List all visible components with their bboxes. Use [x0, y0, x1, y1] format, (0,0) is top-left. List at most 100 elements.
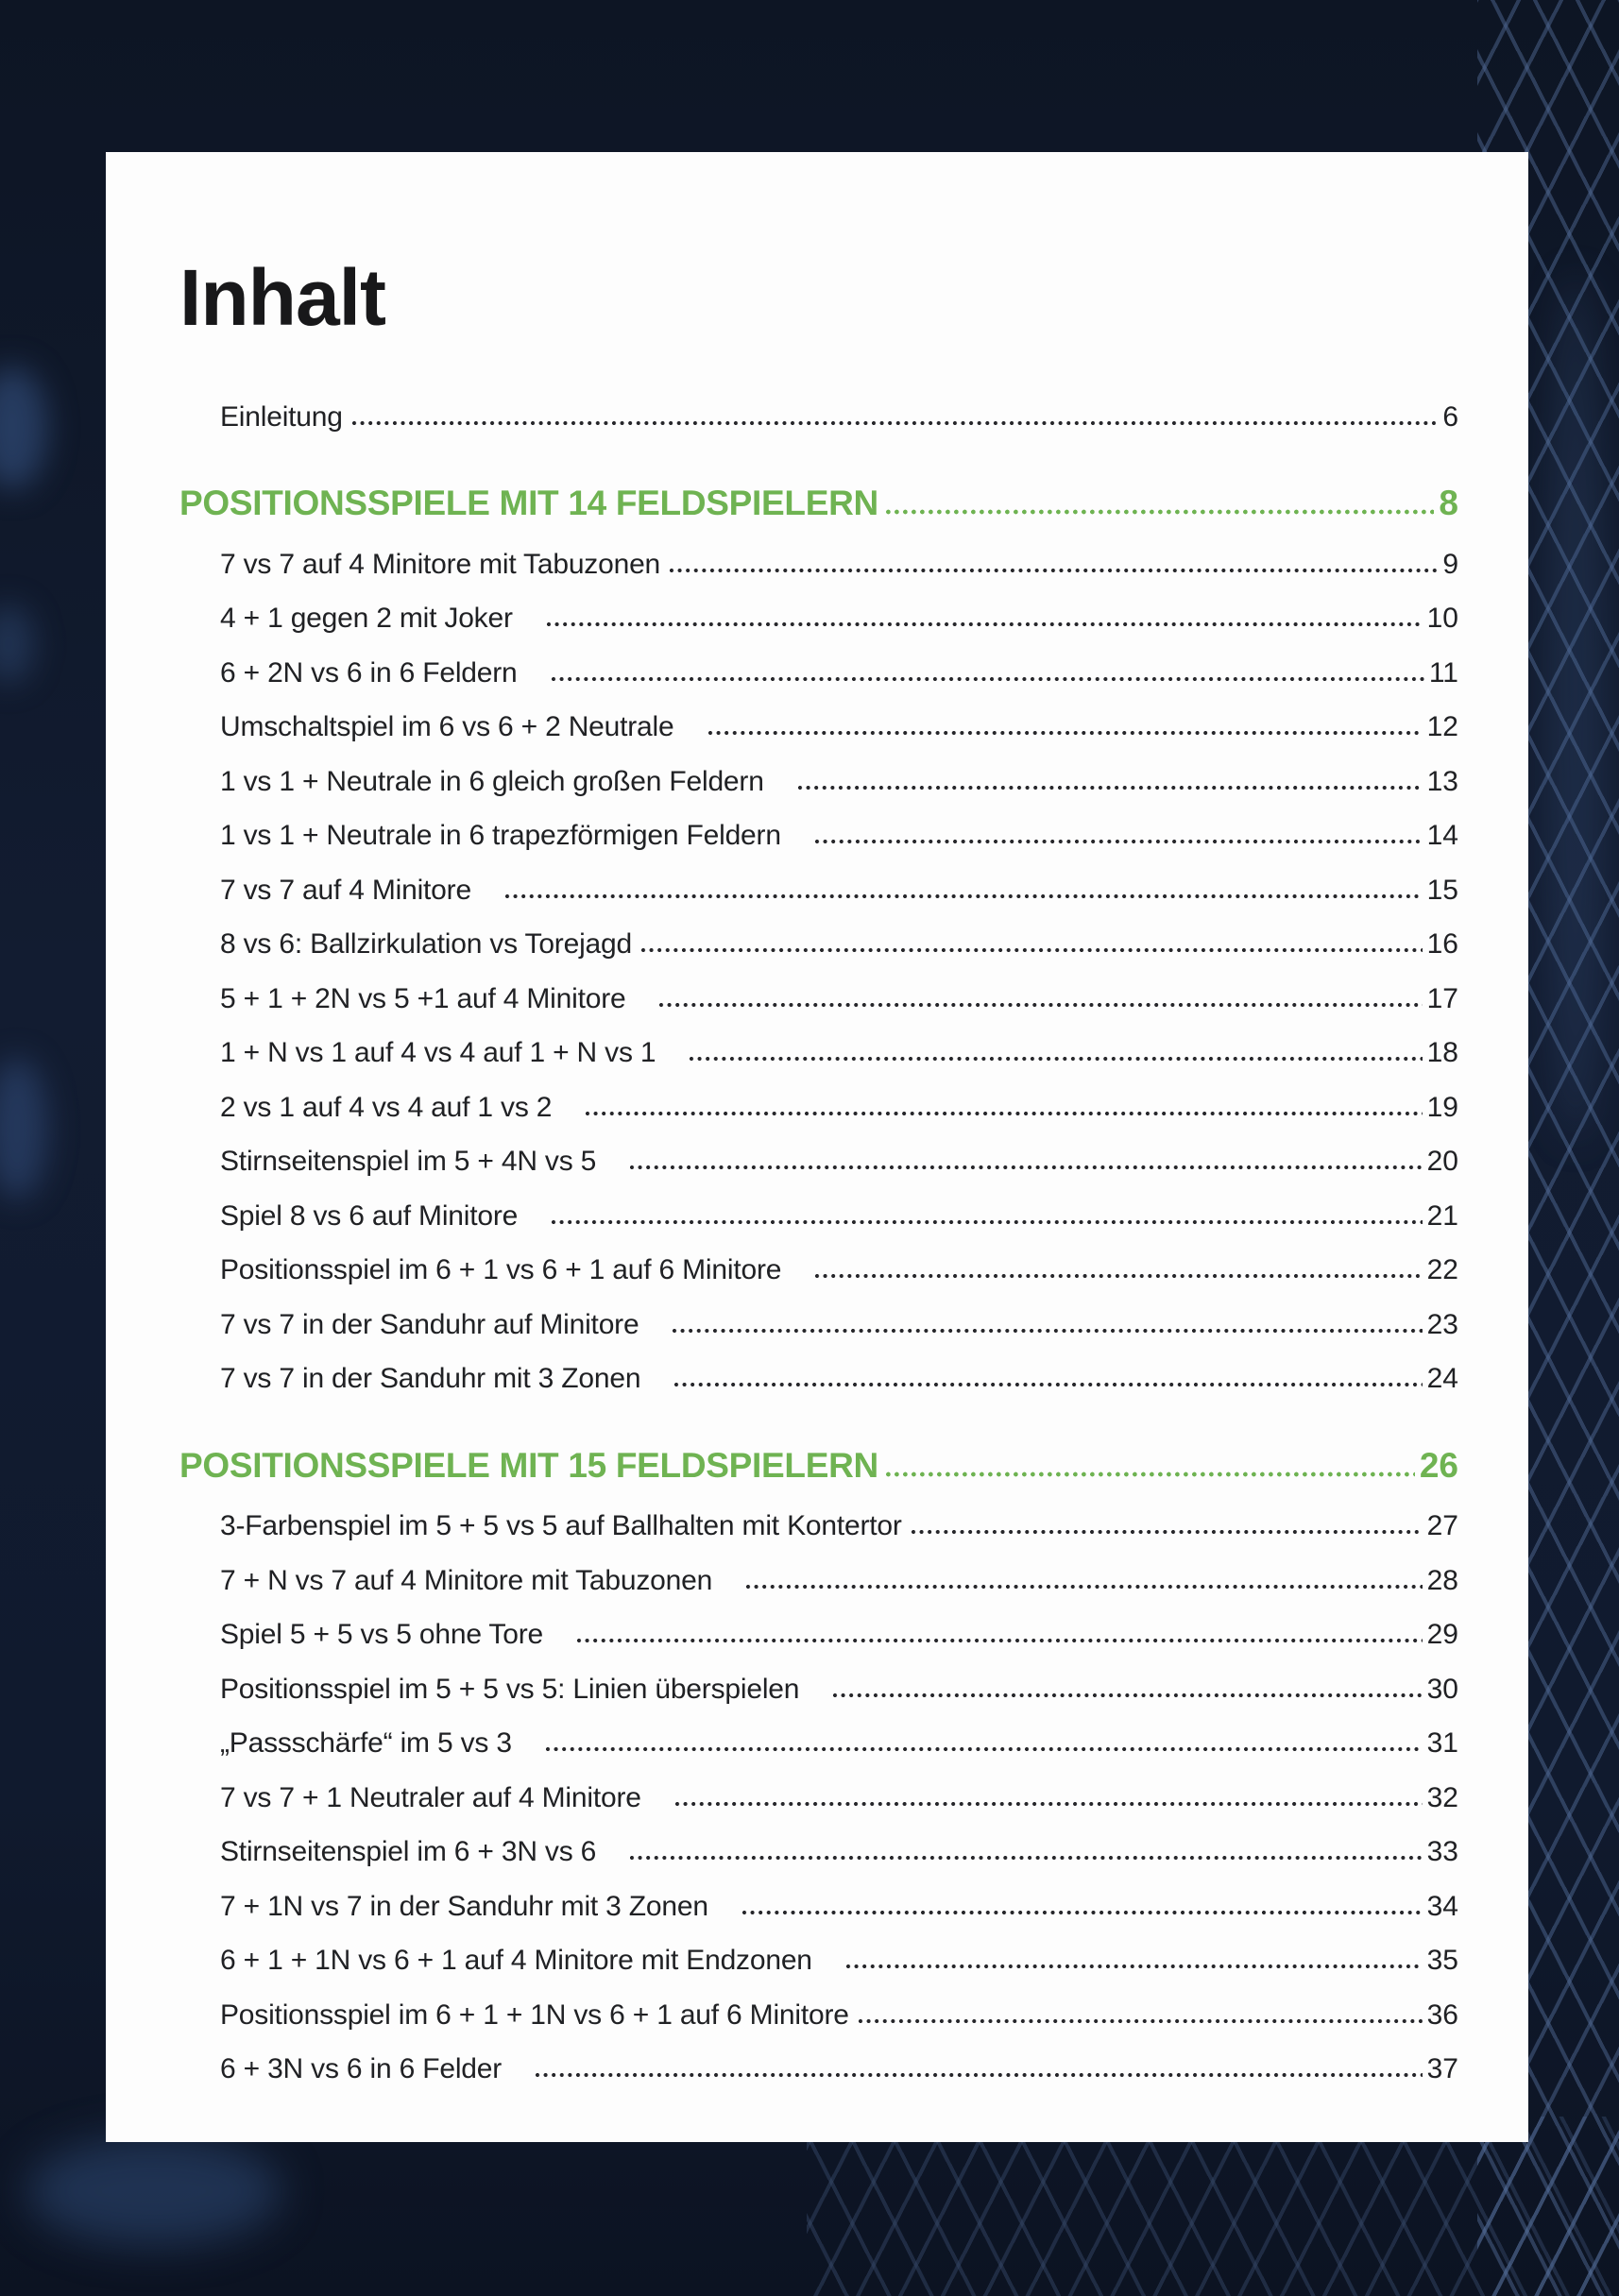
- toc-entry[interactable]: Positionsspiel im 6 + 1 + 1N vs 6 + 1 au…: [179, 1977, 1458, 2032]
- dot-leader: [351, 418, 1439, 427]
- toc-entry[interactable]: 7 vs 7 + 1 Neutraler auf 4 Minitore 32: [179, 1760, 1458, 1814]
- toc-entry-label: 7 vs 7 in der Sanduhr auf Minitore: [220, 1308, 639, 1340]
- page-number: 30: [1426, 1673, 1458, 1705]
- toc-entry[interactable]: 1 vs 1 + Neutrale in 6 trapezförmigen Fe…: [179, 798, 1458, 853]
- background-light-smudge: [26, 2136, 281, 2246]
- page-number: 15: [1426, 874, 1458, 906]
- toc-entry[interactable]: 1 vs 1 + Neutrale in 6 gleich großen Fel…: [179, 743, 1458, 798]
- toc-entry-label: Spiel 5 + 5 vs 5 ohne Tore: [220, 1619, 543, 1650]
- toc-entry[interactable]: Stirnseitenspiel im 5 + 4N vs 5 20: [179, 1124, 1458, 1179]
- toc-entry[interactable]: 7 + 1N vs 7 in der Sanduhr mit 3 Zonen 3…: [179, 1868, 1458, 1923]
- dot-leader: [797, 783, 1423, 791]
- dot-leader: [576, 1637, 1423, 1644]
- dot-leader: [630, 1854, 1423, 1862]
- toc-entry-label: Einleitung: [220, 400, 343, 433]
- page-number: 11: [1428, 656, 1458, 689]
- page-number: 18: [1426, 1037, 1458, 1068]
- dot-leader: [504, 892, 1423, 900]
- toc-entry[interactable]: 7 vs 7 in der Sanduhr mit 3 Zonen 24: [179, 1341, 1458, 1396]
- dot-leader: [552, 1217, 1423, 1226]
- toc-entry-label: 6 + 3N vs 6 in 6 Felder: [220, 2053, 503, 2084]
- toc-entry-label: 1 vs 1 + Neutrale in 6 trapezförmigen Fe…: [220, 820, 781, 851]
- toc-entry-label: 8 vs 6: Ballzirkulation vs Torejagd: [220, 928, 632, 960]
- page-number: 36: [1426, 1998, 1458, 2031]
- toc-section-heading-label: POSITIONSSPIELE MIT 15 FELDSPIELERN: [179, 1445, 878, 1485]
- toc-entry-label: 7 vs 7 auf 4 Minitore mit Tabuzonen: [220, 548, 661, 580]
- page-number: 13: [1426, 765, 1458, 797]
- toc-entry[interactable]: 6 + 1 + 1N vs 6 + 1 auf 4 Minitore mit E…: [179, 1923, 1458, 1978]
- toc-entry[interactable]: 5 + 1 + 2N vs 5 +1 auf 4 Minitore 17: [179, 961, 1458, 1015]
- toc-entry[interactable]: 6 + 2N vs 6 in 6 Feldern 11: [179, 635, 1458, 689]
- dot-leader: [833, 1691, 1423, 1699]
- toc-entry[interactable]: Stirnseitenspiel im 6 + 3N vs 6 33: [179, 1814, 1458, 1869]
- page-number: 17: [1426, 982, 1458, 1014]
- dot-leader: [659, 1000, 1423, 1009]
- dot-leader: [536, 2071, 1423, 2079]
- toc-entry[interactable]: 8 vs 6: Ballzirkulation vs Torejagd 16: [179, 907, 1458, 961]
- dot-leader: [670, 566, 1439, 574]
- page-number: 24: [1426, 1363, 1458, 1394]
- dot-leader: [551, 674, 1424, 683]
- page-number: 26: [1419, 1445, 1458, 1485]
- toc-entry[interactable]: 7 vs 7 auf 4 Minitore 15: [179, 852, 1458, 907]
- toc-entry-label: 7 vs 7 in der Sanduhr mit 3 Zonen: [220, 1363, 641, 1394]
- page-number: 31: [1426, 1727, 1458, 1759]
- toc-section-heading-label: POSITIONSSPIELE MIT 14 FELDSPIELERN: [179, 484, 878, 522]
- dot-leader: [858, 2016, 1423, 2025]
- toc-entry[interactable]: 3-Farbenspiel im 5 + 5 vs 5 auf Ballhalt…: [179, 1488, 1458, 1543]
- page-number: 22: [1426, 1254, 1458, 1285]
- page-number: 23: [1426, 1308, 1458, 1340]
- toc-entry-label: 7 vs 7 + 1 Neutraler auf 4 Minitore: [220, 1781, 641, 1813]
- page-number: 8: [1439, 484, 1458, 522]
- page-number: 34: [1426, 1890, 1458, 1922]
- dot-leader: [707, 729, 1423, 737]
- dot-leader: [741, 1908, 1423, 1916]
- dot-leader: [674, 1381, 1423, 1388]
- page-number: 9: [1442, 548, 1458, 580]
- toc-entry[interactable]: 2 vs 1 auf 4 vs 4 auf 1 vs 2 19: [179, 1069, 1458, 1124]
- toc-entry[interactable]: 6 + 3N vs 6 in 6 Felder 37: [179, 2032, 1458, 2086]
- toc-entry-label: Positionsspiel im 6 + 1 vs 6 + 1 auf 6 M…: [220, 1254, 782, 1285]
- dot-leader: [545, 1745, 1423, 1753]
- toc-entry[interactable]: Spiel 5 + 5 vs 5 ohne Tore 29: [179, 1597, 1458, 1652]
- toc-entry[interactable]: Positionsspiel im 6 + 1 vs 6 + 1 auf 6 M…: [179, 1233, 1458, 1287]
- page-number: 16: [1426, 928, 1458, 960]
- toc-entry[interactable]: „Passschärfe“ im 5 vs 3 31: [179, 1706, 1458, 1760]
- toc-entry[interactable]: Umschaltspiel im 6 vs 6 + 2 Neutrale 12: [179, 689, 1458, 744]
- toc-entry[interactable]: 1 + N vs 1 auf 4 vs 4 auf 1 + N vs 1 18: [179, 1015, 1458, 1070]
- page-number: 19: [1426, 1091, 1458, 1123]
- toc-entry-label: Positionsspiel im 6 + 1 + 1N vs 6 + 1 au…: [220, 1998, 849, 2031]
- toc-entry[interactable]: Positionsspiel im 5 + 5 vs 5: Linien übe…: [179, 1651, 1458, 1706]
- toc-entry[interactable]: 7 vs 7 in der Sanduhr auf Minitore 23: [179, 1286, 1458, 1341]
- background-light-smudge: [1545, 274, 1606, 1143]
- toc-section-heading[interactable]: POSITIONSSPIELE MIT 15 FELDSPIELERN 26: [179, 1431, 1458, 1486]
- dot-leader: [911, 1528, 1423, 1536]
- page-number: 10: [1426, 603, 1458, 634]
- dot-leader: [546, 621, 1423, 628]
- toc-entry-label: 2 vs 1 auf 4 vs 4 auf 1 vs 2: [220, 1091, 553, 1123]
- toc-entry[interactable]: 7 vs 7 auf 4 Minitore mit Tabuzonen 9: [179, 526, 1458, 581]
- toc-entry-label: Positionsspiel im 5 + 5 vs 5: Linien übe…: [220, 1673, 800, 1705]
- dot-leader: [674, 1799, 1423, 1808]
- dot-leader: [885, 508, 1435, 516]
- toc-entry[interactable]: 4 + 1 gegen 2 mit Joker 10: [179, 581, 1458, 636]
- toc-entry-label: 5 + 1 + 2N vs 5 +1 auf 4 Minitore: [220, 982, 626, 1014]
- toc-entry-label: 6 + 1 + 1N vs 6 + 1 auf 4 Minitore mit E…: [220, 1945, 812, 1976]
- dot-leader: [690, 1055, 1423, 1063]
- toc-entry[interactable]: Einleitung 6: [179, 379, 1458, 434]
- toc-entry-label: „Passschärfe“ im 5 vs 3: [220, 1727, 512, 1759]
- toc-entry-label: Stirnseitenspiel im 6 + 3N vs 6: [220, 1836, 597, 1867]
- toc-entry-label: 7 vs 7 auf 4 Minitore: [220, 874, 471, 906]
- page-number: 33: [1426, 1836, 1458, 1867]
- dot-leader: [815, 1272, 1423, 1280]
- toc-entry-label: 3-Farbenspiel im 5 + 5 vs 5 auf Ballhalt…: [220, 1510, 902, 1541]
- page-number: 14: [1426, 820, 1458, 851]
- toc-entry-label: 1 + N vs 1 auf 4 vs 4 auf 1 + N vs 1: [220, 1037, 656, 1068]
- page-number: 21: [1426, 1199, 1458, 1232]
- toc-entry[interactable]: 7 + N vs 7 auf 4 Minitore mit Tabuzonen …: [179, 1542, 1458, 1597]
- toc-entry-label: 7 + 1N vs 7 in der Sanduhr mit 3 Zonen: [220, 1890, 708, 1922]
- toc-section-heading[interactable]: POSITIONSSPIELE MIT 14 FELDSPIELERN 8: [179, 469, 1458, 524]
- toc-entry[interactable]: Spiel 8 vs 6 auf Minitore 21: [179, 1178, 1458, 1233]
- toc-entry-label: 1 vs 1 + Neutrale in 6 gleich großen Fel…: [220, 765, 764, 797]
- toc-entry-label: Spiel 8 vs 6 auf Minitore: [220, 1199, 519, 1232]
